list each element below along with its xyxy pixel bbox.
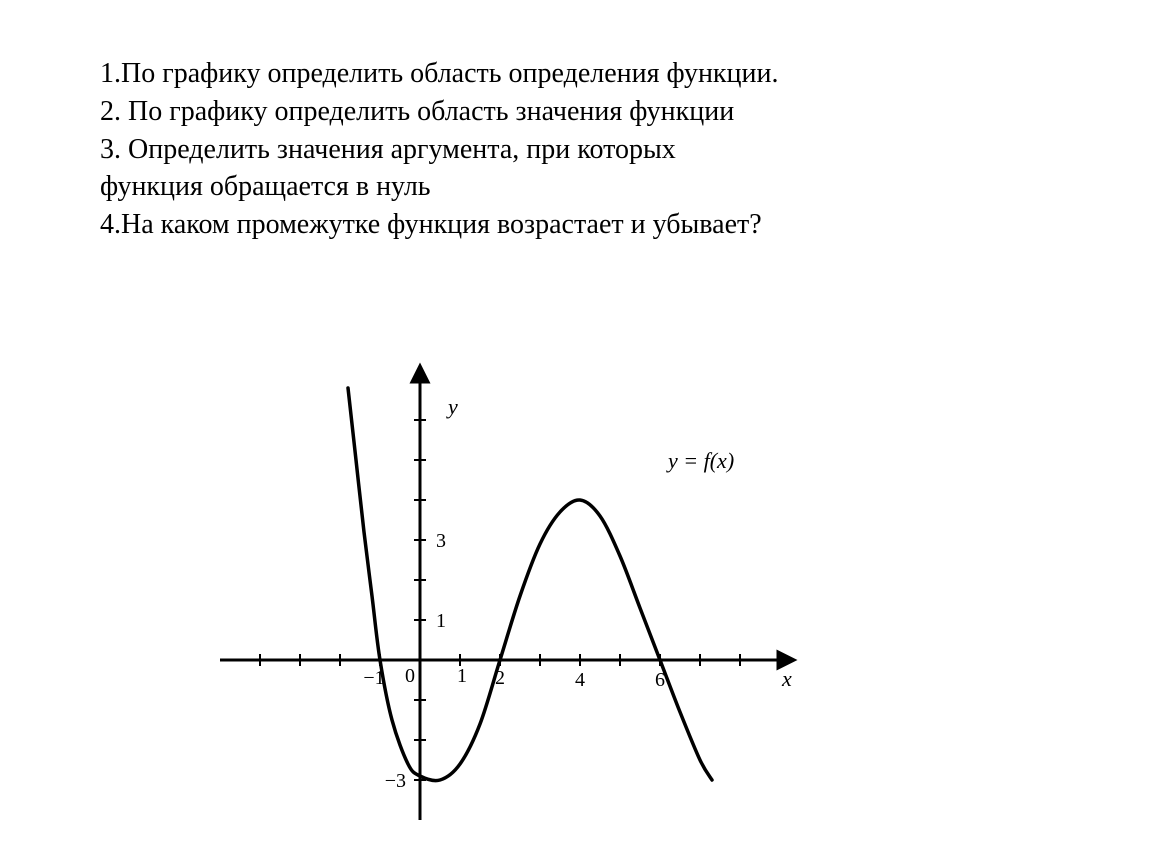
question-1: 1.По графику определить область определе…	[100, 55, 1000, 93]
y-axis-label: y	[446, 394, 458, 419]
svg-text:3: 3	[436, 530, 446, 552]
question-2: 2. По графику определить область значени…	[100, 93, 1000, 131]
svg-text:1: 1	[436, 610, 446, 632]
function-graph: −10124613−3xyy = f(x)	[220, 360, 820, 825]
question-3a: 3. Определить значения аргумента, при ко…	[100, 131, 1000, 169]
svg-text:−3: −3	[385, 770, 406, 792]
question-list: 1.По графику определить область определе…	[100, 55, 1000, 244]
question-4: 4.На каком промежутке функция возрастает…	[100, 206, 1000, 244]
graph-svg: −10124613−3xyy = f(x)	[220, 360, 820, 820]
svg-text:0: 0	[405, 665, 415, 687]
svg-text:1: 1	[457, 665, 467, 687]
function-label: y = f(x)	[666, 448, 734, 473]
x-axis-label: x	[781, 666, 792, 691]
svg-text:4: 4	[575, 669, 585, 691]
function-curve	[348, 388, 712, 781]
question-3b: функция обращается в нуль	[100, 168, 1000, 206]
